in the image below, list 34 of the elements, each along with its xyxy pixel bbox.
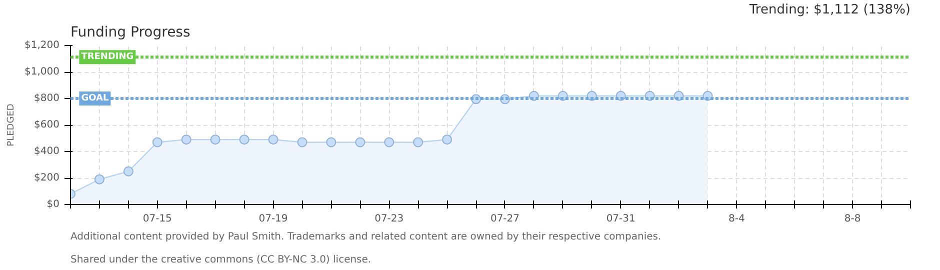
x-tick-label: 8-4 xyxy=(728,214,745,224)
chart-title: Funding Progress xyxy=(70,24,190,40)
x-tick-label: 07-15 xyxy=(142,214,172,224)
y-tick-label: $600 xyxy=(34,120,60,130)
point xyxy=(413,137,424,148)
x-tick-label: 07-27 xyxy=(490,214,520,224)
point xyxy=(181,134,192,145)
text: Additional content provided by Paul Smith. Trademarks and related content are owned by their respective companies. xyxy=(70,232,662,242)
point xyxy=(123,166,134,176)
point xyxy=(268,134,278,145)
y-tick-label: $800 xyxy=(34,93,60,104)
point xyxy=(152,137,162,148)
y-axis-title: PLEDGED xyxy=(6,104,17,146)
ref-line-label: TRENDING xyxy=(81,52,134,62)
x-tick-label: 07-23 xyxy=(374,214,404,224)
y-tick-label: $0 xyxy=(46,199,60,210)
point xyxy=(384,137,394,148)
point xyxy=(239,134,250,145)
y-tick-label: $1,000 xyxy=(24,66,60,78)
point xyxy=(210,134,220,145)
x-tick-label: 8-8 xyxy=(844,214,861,224)
text: Shared under the creative commons (CC BY-NC 3.0) license. xyxy=(70,254,372,266)
text: Trending: $1,112 (138%) xyxy=(748,2,910,18)
y-tick-label: $400 xyxy=(34,146,60,157)
point xyxy=(326,137,336,148)
ref-line-label: GOAL xyxy=(81,94,109,104)
x-tick-label: 07-31 xyxy=(606,214,636,224)
y-tick-label: $200 xyxy=(34,172,60,184)
y-tick-label: $1,200 xyxy=(24,40,60,51)
point xyxy=(94,174,104,184)
point xyxy=(442,134,452,145)
point xyxy=(355,137,366,148)
x-tick-label: 07-19 xyxy=(258,214,288,224)
point xyxy=(297,137,308,148)
